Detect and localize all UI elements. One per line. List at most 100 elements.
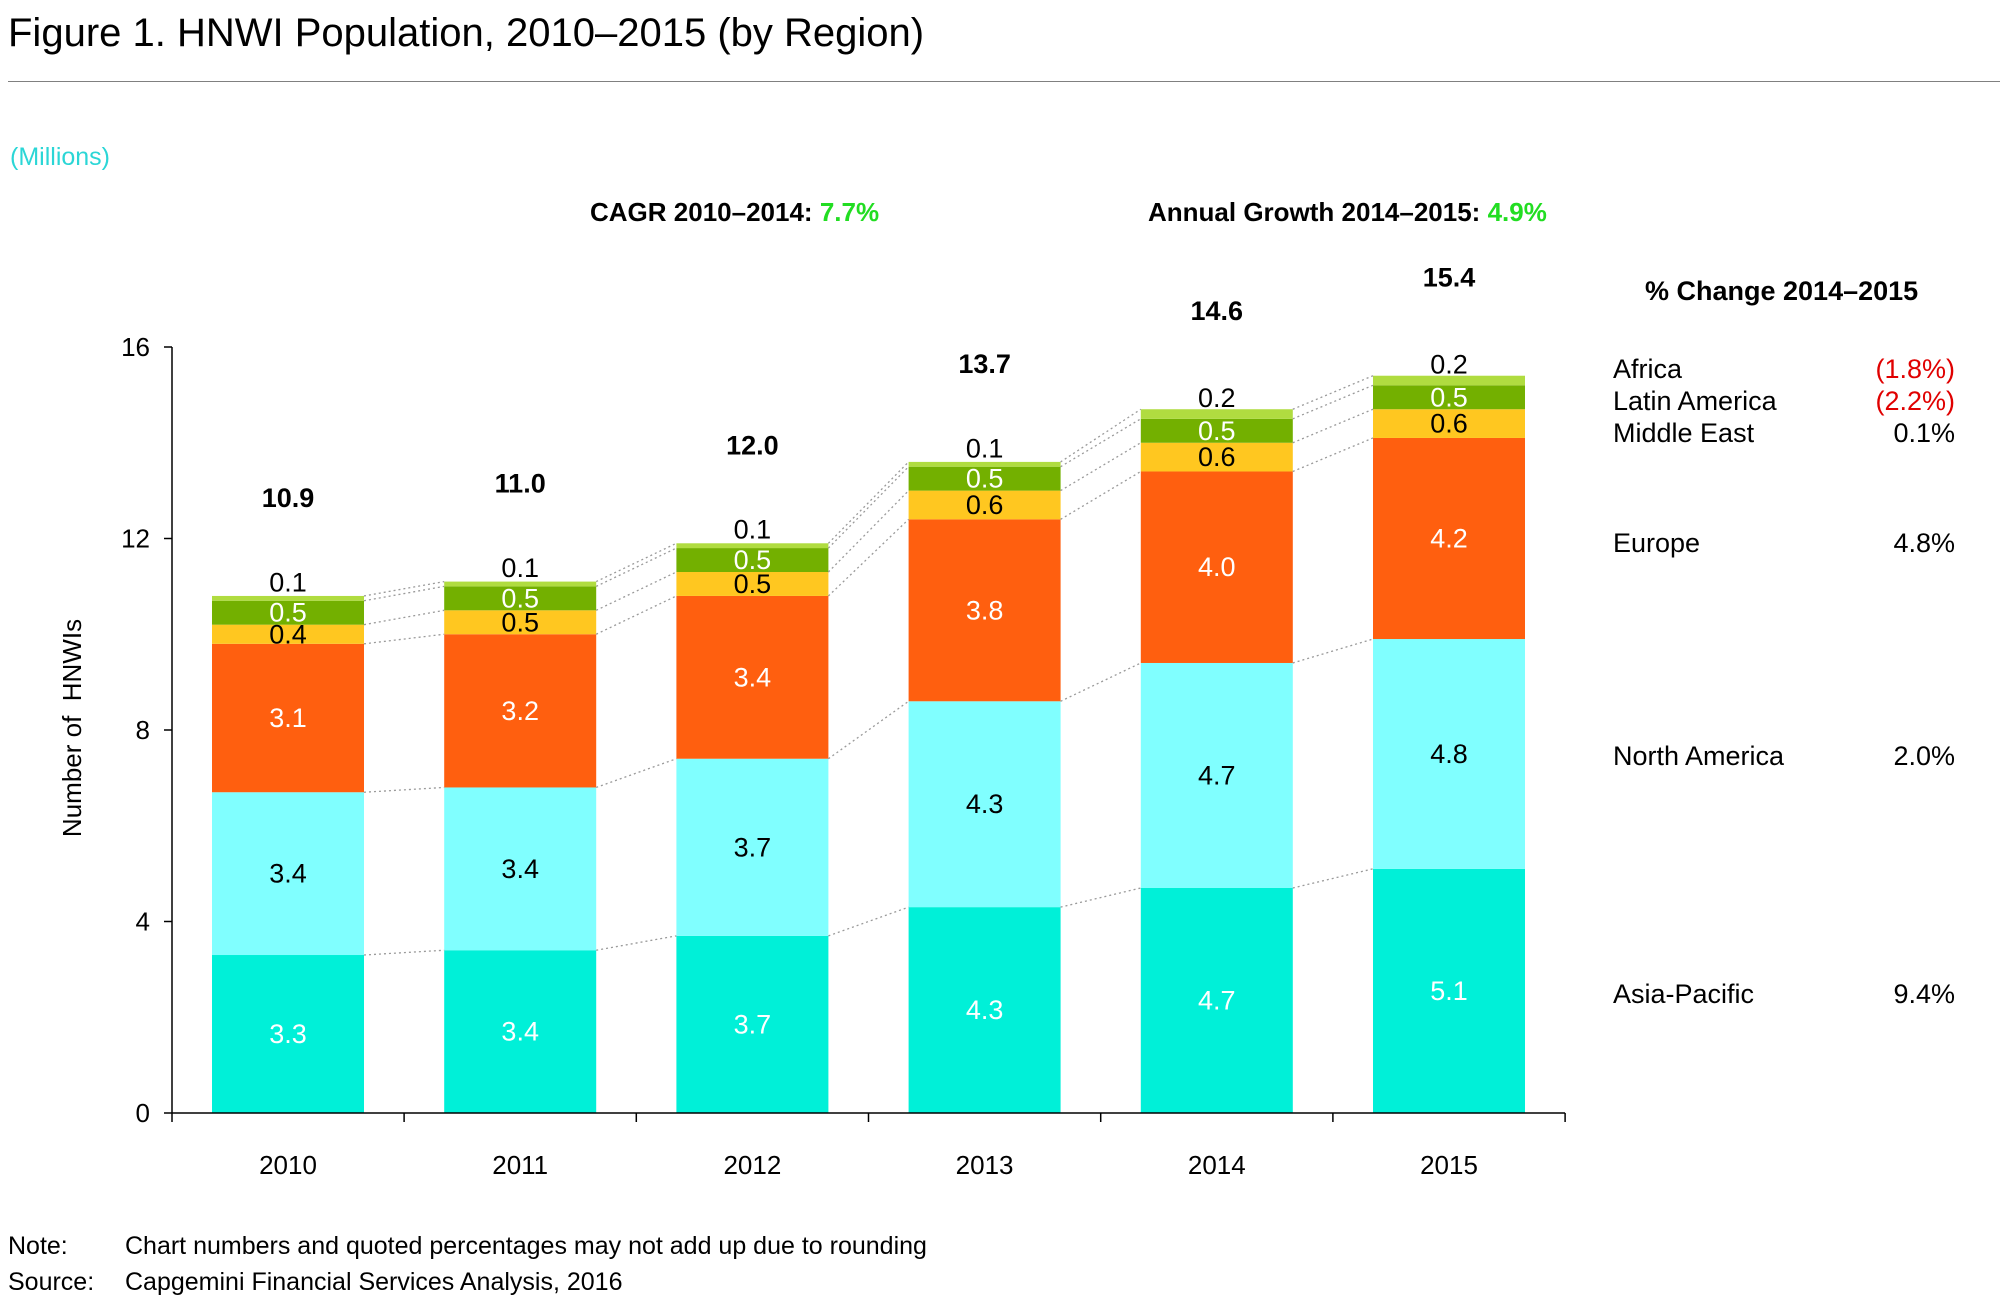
segment-label: 3.4 bbox=[269, 859, 307, 889]
bar-middle-east-2014 bbox=[1140, 442, 1293, 472]
bar-africa-2011 bbox=[444, 581, 597, 587]
note-row: Note: Chart numbers and quoted percentag… bbox=[8, 1228, 927, 1264]
connector-line bbox=[827, 466, 910, 549]
segment-label: 4.3 bbox=[966, 995, 1004, 1025]
total-label: 11.0 bbox=[495, 469, 546, 499]
total-label: 14.6 bbox=[1191, 296, 1244, 326]
bar-middle-east-2013 bbox=[908, 490, 1061, 520]
unit-label: (Millions) bbox=[10, 143, 110, 171]
footnotes: Note: Chart numbers and quoted percentag… bbox=[8, 1228, 927, 1300]
percent-change-north-america: 2.0% bbox=[1893, 741, 1955, 771]
legend-entry-north-america: North America bbox=[1613, 741, 1785, 771]
bar-europe-2015 bbox=[1373, 437, 1525, 640]
connector-line bbox=[827, 518, 910, 597]
bar-europe-2014 bbox=[1140, 471, 1293, 663]
annual-growth-summary: Annual Growth 2014–2015: 4.9% bbox=[1148, 197, 1547, 228]
bar-asia-pacific-2015 bbox=[1373, 868, 1525, 1113]
segment-label: 4.0 bbox=[1198, 552, 1236, 582]
percent-change-africa: (1.8%) bbox=[1875, 354, 1955, 384]
x-tick-label: 2010 bbox=[259, 1150, 317, 1180]
segment-label: 0.5 bbox=[734, 569, 772, 599]
segment-label: 3.3 bbox=[269, 1019, 307, 1049]
segment-label: 0.2 bbox=[1198, 383, 1236, 413]
x-tick-label: 2015 bbox=[1420, 1150, 1478, 1180]
source-label: Source: bbox=[8, 1268, 95, 1296]
bar-africa-2015 bbox=[1373, 375, 1525, 386]
segment-label: 0.5 bbox=[734, 545, 772, 575]
connector-line bbox=[827, 490, 910, 573]
x-tick-label: 2013 bbox=[956, 1150, 1014, 1180]
annual-growth-label: Annual Growth 2014–2015: bbox=[1148, 197, 1488, 227]
connector-line bbox=[363, 786, 445, 793]
annual-growth-value: 4.9% bbox=[1487, 197, 1547, 227]
percent-change-middle-east: 0.1% bbox=[1893, 418, 1955, 448]
bar-north-america-2010 bbox=[212, 792, 364, 956]
connector-line bbox=[1292, 437, 1374, 473]
connector-line bbox=[595, 571, 677, 611]
bar-europe-2010 bbox=[212, 643, 364, 793]
connector-line bbox=[1292, 375, 1374, 410]
bar-asia-pacific-2013 bbox=[908, 907, 1061, 1113]
bar-latin-america-2010 bbox=[212, 600, 364, 625]
legend-entry-europe: Europe bbox=[1613, 528, 1700, 558]
total-label: 15.4 bbox=[1423, 263, 1476, 293]
bar-north-america-2011 bbox=[444, 787, 597, 951]
total-label: 13.7 bbox=[958, 349, 1011, 379]
bar-north-america-2012 bbox=[676, 758, 829, 936]
connector-line bbox=[1292, 638, 1374, 664]
connector-line bbox=[363, 949, 445, 956]
connector-line bbox=[1292, 384, 1374, 420]
percent-change-asia-pacific: 9.4% bbox=[1893, 979, 1955, 1009]
legend-entry-africa: Africa bbox=[1613, 354, 1683, 384]
x-tick-label: 2011 bbox=[492, 1150, 548, 1180]
segment-label: 5.1 bbox=[1430, 976, 1468, 1006]
bar-africa-2012 bbox=[676, 543, 829, 549]
connector-line bbox=[363, 609, 445, 626]
bar-africa-2013 bbox=[908, 461, 1061, 467]
segment-label: 0.5 bbox=[501, 583, 539, 613]
segment-label: 3.2 bbox=[501, 696, 539, 726]
bar-asia-pacific-2011 bbox=[444, 950, 597, 1113]
connector-line bbox=[596, 935, 677, 951]
connector-line bbox=[595, 547, 677, 587]
segment-label: 4.2 bbox=[1430, 524, 1468, 554]
connector-line bbox=[595, 595, 677, 635]
bar-latin-america-2013 bbox=[908, 466, 1061, 491]
connector-line bbox=[1060, 442, 1142, 492]
y-tick-label: 0 bbox=[136, 1098, 150, 1128]
bar-africa-2010 bbox=[212, 595, 364, 601]
x-tick-label: 2014 bbox=[1188, 1150, 1246, 1180]
bar-asia-pacific-2012 bbox=[676, 935, 829, 1113]
segment-label: 4.3 bbox=[966, 789, 1004, 819]
bar-latin-america-2014 bbox=[1140, 418, 1293, 443]
note-text: Chart numbers and quoted percentages may… bbox=[125, 1232, 927, 1260]
segment-label: 0.1 bbox=[269, 567, 307, 597]
cagr-value: 7.7% bbox=[819, 197, 880, 227]
connector-line bbox=[595, 542, 677, 583]
bar-middle-east-2012 bbox=[676, 572, 829, 596]
segment-label: 3.7 bbox=[734, 1009, 772, 1039]
bar-europe-2011 bbox=[444, 634, 597, 788]
y-tick-label: 8 bbox=[136, 715, 150, 745]
source-row: Source: Capgemini Financial Services Ana… bbox=[8, 1264, 927, 1300]
segment-label: 4.8 bbox=[1430, 739, 1468, 769]
y-axis-title: Number of HNWIs bbox=[57, 619, 87, 837]
segment-label: 0.1 bbox=[501, 553, 539, 583]
segment-label: 0.6 bbox=[966, 490, 1004, 520]
bar-north-america-2014 bbox=[1140, 662, 1293, 888]
connector-line bbox=[1060, 408, 1142, 463]
change-header: % Change 2014–2015 bbox=[1645, 276, 1918, 306]
segment-label: 3.8 bbox=[966, 595, 1004, 625]
segment-label: 3.4 bbox=[501, 854, 539, 884]
bar-north-america-2013 bbox=[908, 701, 1061, 908]
segment-label: 0.5 bbox=[1198, 416, 1236, 446]
connector-line bbox=[1060, 662, 1142, 702]
cagr-summary: CAGR 2010–2014: 7.7% bbox=[590, 197, 879, 228]
bar-europe-2013 bbox=[908, 519, 1061, 702]
bar-latin-america-2015 bbox=[1373, 385, 1525, 410]
figure-title: Figure 1. HNWI Population, 2010–2015 (by… bbox=[8, 11, 925, 55]
connector-line bbox=[1292, 408, 1374, 444]
legend-entry-asia-pacific: Asia-Pacific bbox=[1613, 979, 1754, 1009]
connector-line bbox=[595, 758, 677, 789]
